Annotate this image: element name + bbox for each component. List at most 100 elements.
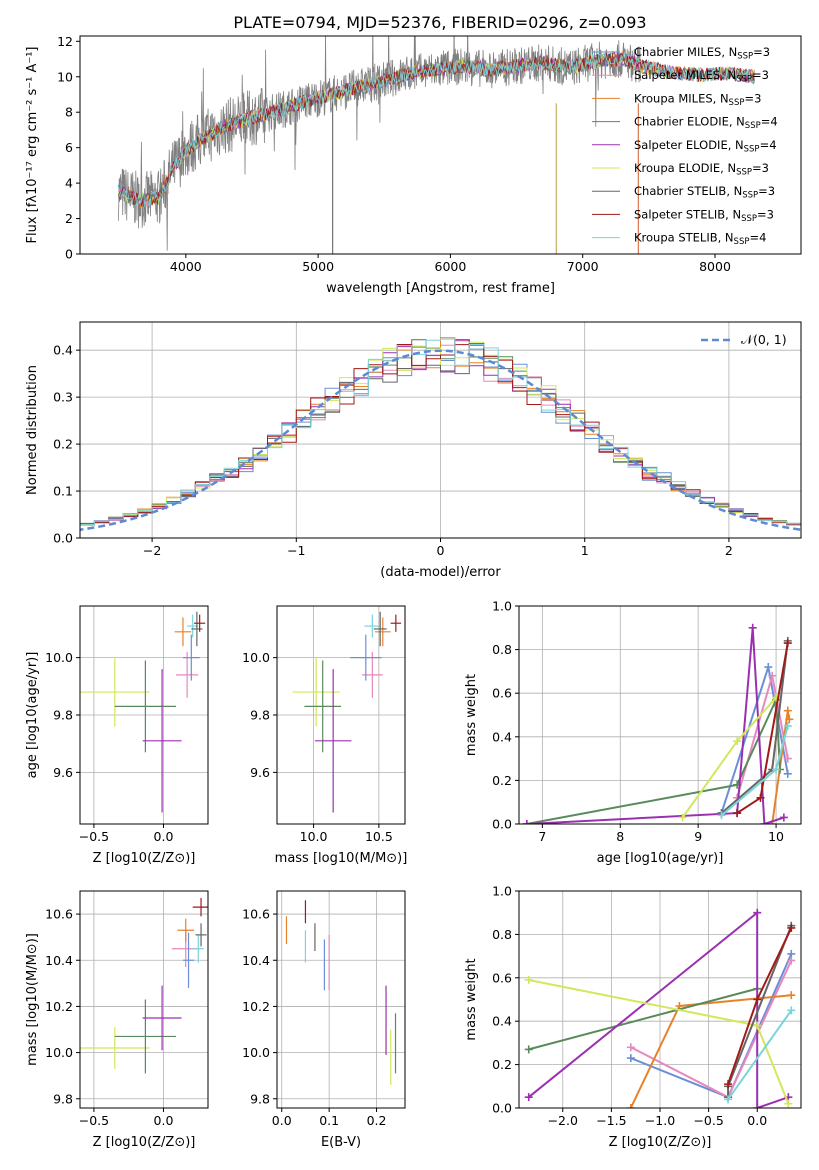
series-line [528, 910, 789, 1108]
data-point [522, 820, 531, 824]
y-axis-label: mass weight [464, 674, 479, 756]
x-tick-label: 8000 [699, 259, 731, 274]
x-tick-label: −2 [143, 543, 161, 558]
data-point [787, 956, 796, 965]
errorbar-kroupa-miles [177, 918, 195, 942]
y-axis-label: Normed distribution [25, 365, 40, 495]
errorbar-salpeter-elodie [142, 985, 182, 1051]
errorbar-chabrier-elodie [114, 999, 176, 1074]
data-point [753, 908, 762, 917]
y-tick-label: 10.0 [45, 650, 73, 665]
y-tick-label: 0.1 [53, 484, 73, 499]
y-tick-label: 0.8 [492, 927, 512, 942]
chart-spectrum: 4000 5000 6000 7000 8000 0 2 4 6 8 10 12 wavelength … [25, 34, 802, 296]
plot-area [292, 611, 402, 813]
data-point [779, 813, 788, 822]
legend-label: Chabrier STELIB, NSSP=3 [634, 184, 775, 201]
legend-label: Kroupa ELODIE, NSSP=3 [634, 161, 769, 178]
model-kroupa-stelib [117, 51, 755, 207]
series-chabrier-stelib [724, 921, 796, 1102]
errorbar-chabrier-stelib [195, 923, 207, 947]
axes-frame [79, 890, 209, 1109]
data-point [764, 663, 773, 672]
axes-frame [518, 605, 802, 825]
errorbar-salpeter-miles [361, 651, 383, 698]
y-tick-label: 0.0 [492, 817, 512, 832]
y-tick-label: 0.4 [492, 729, 512, 744]
x-axis-label: wavelength [Angstrom, rest frame] [326, 281, 555, 296]
x-axis-label: (data-model)/error [380, 565, 501, 580]
y-tick-label: 0 [65, 247, 73, 262]
series-line [526, 699, 781, 824]
y-tick-label: 0.2 [53, 437, 73, 452]
x-tick-label: 0.1 [319, 1113, 339, 1128]
y-tick-label: 9.6 [250, 765, 270, 780]
legend-label: Salpeter ELODIE, NSSP=4 [634, 138, 777, 155]
data-point [678, 813, 687, 822]
legend-label: Salpeter STELIB, NSSP=3 [634, 207, 774, 224]
errorbar-kroupa-miles [374, 617, 391, 647]
x-tick-label: 6000 [435, 259, 467, 274]
x-tick-label: 5000 [302, 259, 334, 274]
data-point [753, 1104, 762, 1108]
x-tick-label: 7000 [567, 259, 599, 274]
errorbar-chabrier-stelib [191, 611, 203, 647]
errorbar-kroupa-elodie [80, 657, 150, 727]
y-tick-label: 0.8 [492, 642, 512, 657]
data-point [783, 769, 792, 778]
x-tick-label: 9 [694, 829, 702, 844]
y-tick-label: 4 [65, 176, 73, 191]
series-salpeter-elodie [524, 908, 793, 1108]
model-salpeter-stelib [117, 52, 755, 207]
series-kroupa-elodie [678, 693, 781, 822]
x-tick-label: −1 [287, 543, 305, 558]
x-tick-label: 1 [581, 543, 589, 558]
y-tick-label: 9.8 [53, 708, 73, 723]
series-line [528, 987, 758, 1051]
data-point [760, 820, 769, 824]
x-tick-label: 8 [616, 829, 624, 844]
chart-z-weight: −2.0 −1.5 −1.0 −0.5 0.0 0.0 0.2 0.4 0.6 0.8 1.0 Z [… [464, 884, 802, 1150]
y-tick-label: 10.6 [45, 907, 73, 922]
plot-area [285, 900, 397, 1085]
y-tick-label: 1.0 [492, 884, 512, 899]
x-tick-label: 0.0 [154, 829, 174, 844]
series-kroupa-elodie [524, 975, 793, 1108]
y-tick-label: 9.8 [250, 1091, 270, 1106]
y-tick-label: 10.2 [45, 999, 73, 1014]
data-point [724, 1080, 733, 1089]
chart-age-weight: 7 8 9 10 0.0 0.2 0.4 0.6 0.8 1.0 age [log10(age/yr… [464, 599, 802, 866]
errorbar-chabrier-elodie [114, 660, 176, 753]
x-tick-label: −2.0 [548, 1113, 578, 1128]
histogram-kroupa-stelib [80, 338, 801, 527]
data-spectrum [118, 36, 642, 251]
data-point [626, 1043, 635, 1052]
series-line [727, 1009, 793, 1100]
legend-label: 𝒩(0, 1) [741, 332, 787, 347]
errorbar-chabrier-miles [350, 634, 382, 681]
series-line [727, 925, 793, 1098]
plot-area [117, 36, 755, 254]
errorbar-salpeter-stelib [194, 614, 206, 632]
chart-residuals: −2 −1 0 1 2 0.0 0.1 0.2 0.3 0.4 (data-model)/error… [25, 321, 802, 580]
x-tick-label: 0 [437, 543, 445, 558]
y-tick-label: 0.0 [53, 531, 73, 546]
legend-label: Salpeter MILES, NSSP=3 [634, 68, 769, 85]
errorbar-kroupa-stelib [364, 614, 381, 638]
x-axis-label: Z [log10(Z/Z⊙)] [609, 1135, 712, 1150]
x-tick-label: 0.2 [367, 1113, 387, 1128]
data-point [524, 975, 533, 984]
y-tick-label: 10.0 [45, 1045, 73, 1060]
figure-title: PLATE=0794, MJD=52376, FIBERID=0296, z=0… [233, 13, 646, 32]
chart-z-age: −0.5 0.0 9.6 9.8 10.0 Z [log10(Z/Z⊙)] age [log… [25, 605, 209, 866]
errorbar-salpeter-stelib [390, 614, 402, 632]
errorbar-salpeter-stelib [192, 897, 208, 917]
errorbar-salpeter-elodie [142, 669, 182, 813]
data-point [753, 995, 762, 1004]
errorbar-chabrier-stelib [373, 611, 387, 647]
legend-label: Kroupa MILES, NSSP=3 [634, 91, 761, 108]
y-tick-label: 0.6 [492, 686, 512, 701]
y-axis-label: age [log10(age/yr)] [25, 652, 40, 779]
data-point [768, 671, 777, 680]
series-salpeter-stelib [724, 923, 796, 1089]
